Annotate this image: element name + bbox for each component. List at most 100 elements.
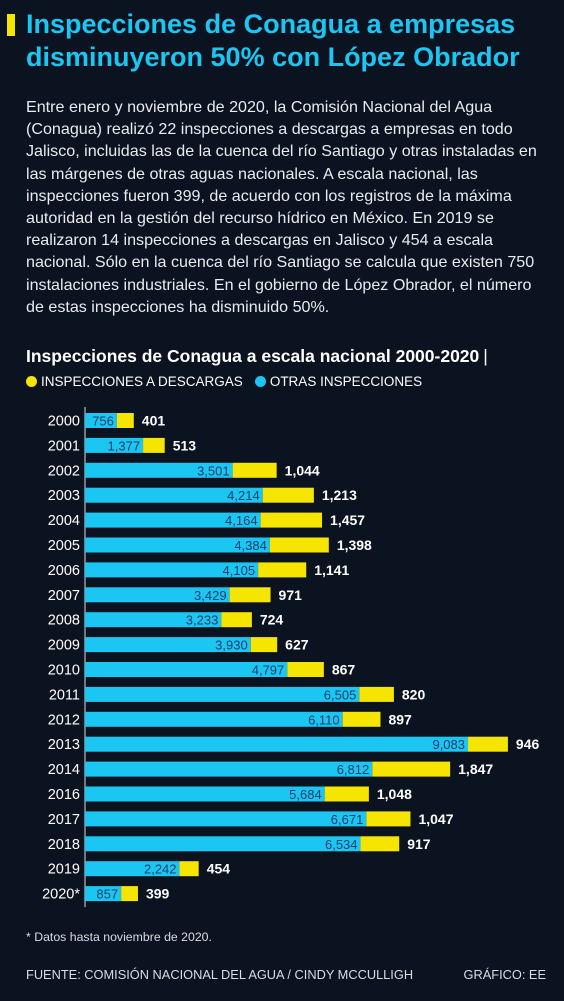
category-label: 2006 <box>48 563 80 579</box>
chart-title-text: Inspecciones de Conagua a escala naciona… <box>26 346 480 366</box>
data-label-otras: 9,083 <box>432 737 465 752</box>
data-label-descargas: 820 <box>402 686 426 702</box>
bar-descargas <box>116 413 134 428</box>
data-label-otras: 6,812 <box>337 762 370 777</box>
bar-otras <box>85 662 288 677</box>
title-accent-bar <box>7 14 15 36</box>
data-label-descargas: 917 <box>407 836 431 852</box>
bar-descargas <box>229 587 271 603</box>
chart-title-separator: | <box>483 346 488 366</box>
data-label-descargas: 627 <box>285 637 309 653</box>
footnote: * Datos hasta noviembre de 2020. <box>26 930 212 944</box>
bar-descargas <box>143 437 165 453</box>
category-label: 2012 <box>48 712 80 728</box>
data-label-otras: 6,534 <box>325 837 358 852</box>
intro-paragraph: Entre enero y noviembre de 2020, la Comi… <box>26 98 537 316</box>
bar-descargas <box>342 711 381 727</box>
data-label-otras: 4,797 <box>252 663 285 678</box>
bar-otras <box>85 413 117 428</box>
bar-descargas <box>221 612 252 628</box>
chart-title: Inspecciones de Conagua a escala naciona… <box>26 346 556 367</box>
category-label: 2017 <box>48 812 80 828</box>
category-label: 2001 <box>48 438 80 454</box>
bar-otras <box>85 886 122 902</box>
data-label-descargas: 1,847 <box>458 761 493 777</box>
bar-descargas <box>262 487 314 503</box>
category-label: 2018 <box>48 837 80 853</box>
bar-descargas <box>366 811 411 827</box>
data-label-otras: 4,384 <box>234 538 267 553</box>
bar-descargas <box>359 686 394 702</box>
category-label: 2020* <box>42 887 80 903</box>
bar-descargas <box>287 662 324 677</box>
legend-item-descargas: INSPECCIONES A DESCARGAS <box>26 374 243 389</box>
bar-otras <box>85 462 233 478</box>
data-label-otras: 6,110 <box>308 712 340 727</box>
bar-otras <box>85 562 259 578</box>
legend-swatch-descargas <box>26 376 37 387</box>
bar-descargas <box>360 836 400 852</box>
bar-descargas <box>269 537 329 553</box>
category-label: 2011 <box>49 687 80 703</box>
bar-otras <box>85 537 270 553</box>
data-label-descargas: 946 <box>516 736 540 752</box>
category-label: 2002 <box>48 463 80 479</box>
bar-otras <box>85 637 251 653</box>
data-label-descargas: 401 <box>142 413 166 429</box>
graphic-credit: GRÁFICO: EE <box>463 967 546 982</box>
bar-otras <box>85 686 360 702</box>
bar-otras <box>85 487 263 503</box>
category-label: 2003 <box>48 488 80 504</box>
data-label-otras: 4,105 <box>223 563 256 578</box>
data-label-descargas: 1,398 <box>337 537 372 553</box>
category-label: 2005 <box>48 538 80 554</box>
bar-otras <box>85 437 144 453</box>
legend-label-descargas: INSPECCIONES A DESCARGAS <box>41 374 243 389</box>
data-label-descargas: 1,213 <box>322 487 357 503</box>
bar-descargas <box>260 512 323 528</box>
bar-otras <box>85 736 469 752</box>
category-label: 2000 <box>48 414 80 430</box>
data-label-descargas: 454 <box>207 861 231 877</box>
bar-otras <box>85 761 373 777</box>
data-label-otras: 857 <box>96 887 118 902</box>
bar-otras <box>85 836 361 852</box>
bar-otras <box>85 612 222 628</box>
data-label-otras: 3,930 <box>215 638 248 653</box>
bar-descargas <box>250 637 278 653</box>
legend-swatch-otras <box>254 376 266 387</box>
data-label-descargas: 1,457 <box>330 512 365 528</box>
bar-otras <box>85 512 261 528</box>
data-label-otras: 4,164 <box>225 513 258 528</box>
data-label-otras: 5,684 <box>289 787 322 802</box>
data-label-descargas: 867 <box>332 662 356 678</box>
category-label: 2019 <box>48 862 80 878</box>
data-label-otras: 6,505 <box>324 687 357 702</box>
data-label-otras: 4,214 <box>227 488 260 503</box>
data-label-otras: 3,233 <box>186 613 219 628</box>
category-label: 2013 <box>48 737 80 753</box>
category-label: 2014 <box>48 762 80 778</box>
data-label-descargas: 971 <box>279 587 303 603</box>
data-label-descargas: 724 <box>260 612 284 628</box>
bar-descargas <box>121 886 138 902</box>
legend-item-otras: OTRAS INSPECCIONES <box>254 374 423 389</box>
source-credit: FUENTE: COMISIÓN NACIONAL DEL AGUA / CIN… <box>26 967 414 982</box>
page-title: Inspecciones de Conagua a empresas dismi… <box>26 9 520 72</box>
data-label-otras: 6,671 <box>331 812 364 827</box>
legend-label-otras: OTRAS INSPECCIONES <box>269 374 423 389</box>
chart-legend: INSPECCIONES A DESCARGAS OTRAS INSPECCIO… <box>26 374 434 389</box>
bar-descargas <box>468 736 508 752</box>
bar-otras <box>85 786 325 802</box>
bar-descargas <box>258 562 307 578</box>
bar-descargas <box>372 761 451 777</box>
category-label: 2008 <box>48 613 80 629</box>
data-label-descargas: 1,141 <box>314 562 349 578</box>
category-label: 2007 <box>48 588 80 604</box>
data-label-descargas: 897 <box>388 711 412 727</box>
data-label-otras: 1,377 <box>108 438 141 453</box>
bar-descargas <box>179 861 199 877</box>
category-label: 2016 <box>48 787 80 803</box>
bar-otras <box>85 861 180 877</box>
bar-otras <box>85 711 343 727</box>
